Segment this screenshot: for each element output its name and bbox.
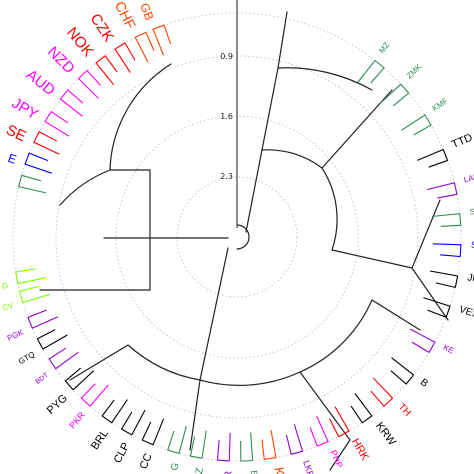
leaf-bracket xyxy=(33,131,60,155)
branch-left-arm xyxy=(59,63,172,206)
leaf-label: NZD xyxy=(44,43,78,77)
leaf-label: KRW xyxy=(373,420,398,448)
leaf-label: PYG xyxy=(45,392,70,417)
leaf-brackets xyxy=(15,24,462,462)
leaf-bracket xyxy=(390,357,415,385)
leaf-label: CV xyxy=(1,301,15,313)
leaf-bracket xyxy=(48,347,79,370)
leaf-bracket xyxy=(77,69,101,99)
leaf-label: CC xyxy=(138,452,155,471)
leaf-bracket xyxy=(189,430,207,459)
leaf-label: PGK xyxy=(6,327,26,342)
leaf-bracket xyxy=(240,432,254,462)
leaf-bracket xyxy=(329,406,350,438)
leaf-bracket xyxy=(357,59,385,84)
leaf-label: TTD xyxy=(450,132,474,151)
branch-lower-right xyxy=(299,299,421,471)
leaf-bracket xyxy=(309,415,329,447)
leaf-bracket xyxy=(409,328,436,354)
leaf-bracket xyxy=(44,110,70,137)
leaf-label: G xyxy=(169,461,182,472)
branch-lower xyxy=(69,247,351,451)
leaf-bracket xyxy=(261,429,277,460)
leaf-label: SYP xyxy=(471,240,474,251)
leaf-bracket xyxy=(80,383,109,407)
leaf-bracket xyxy=(423,297,451,319)
scale-ring-middle xyxy=(115,115,359,359)
leaf-label: DZ xyxy=(193,467,206,474)
leaf-label: JPY xyxy=(9,95,41,124)
root-arc xyxy=(236,224,250,250)
leaf-label: PKR xyxy=(67,410,87,431)
leaf-bracket xyxy=(379,83,410,107)
leaf-label: STD xyxy=(469,206,474,217)
scale-label-1-6: 1.6 xyxy=(220,112,233,121)
leaf-bracket xyxy=(216,432,231,462)
leaf-label: CLP xyxy=(112,441,133,466)
leaf-bracket xyxy=(167,426,187,455)
leaf-bracket xyxy=(285,424,304,455)
leaf-label: TH xyxy=(396,402,413,419)
leaf-label: KZT xyxy=(271,466,290,474)
leaf-bracket xyxy=(59,89,84,117)
leaf-bracket xyxy=(431,212,462,227)
branch-upper-right xyxy=(245,11,373,233)
tree-branches xyxy=(39,11,449,471)
leaf-bracket xyxy=(152,24,172,56)
leaf-label: MZ xyxy=(377,40,391,55)
leaf-label: LKR xyxy=(301,459,316,474)
leaf-label: G xyxy=(1,281,9,291)
leaf-label: HRK xyxy=(349,437,371,464)
leaf-label: GTQ xyxy=(17,350,37,366)
scale-label-2-3: 2.3 xyxy=(220,172,233,181)
scale-ring-leaf xyxy=(12,12,462,462)
branch-right xyxy=(321,89,449,321)
branch-upper-left xyxy=(39,169,229,291)
leaf-label: GB xyxy=(137,1,156,22)
leaf-label: BRL xyxy=(89,428,111,452)
leaf-bracket xyxy=(95,55,118,86)
leaf-bracket xyxy=(370,377,394,407)
leaf-bracket xyxy=(427,182,458,199)
leaf-bracket xyxy=(432,243,462,258)
leaf-label: IDR xyxy=(223,471,235,474)
leaf-label: KE xyxy=(442,343,456,356)
scale-label-0-9: 0.9 xyxy=(220,52,233,61)
leaf-label: AUD xyxy=(23,66,59,99)
leaf-bracket xyxy=(120,409,146,436)
leaf-label: BDT xyxy=(35,372,51,386)
leaf-bracket xyxy=(114,42,136,73)
leaf-bracket xyxy=(36,329,68,350)
leaf-bracket xyxy=(101,399,128,424)
leaf-label: KMF xyxy=(431,96,450,113)
leaf-label: B xyxy=(418,377,430,390)
scale-rings: 0.9 1.6 2.3 xyxy=(12,0,462,462)
leaf-label: EGP xyxy=(249,470,260,474)
leaf-bracket xyxy=(350,393,373,424)
leaf-label: LAK xyxy=(463,172,474,185)
leaf-bracket xyxy=(19,285,50,304)
scale-ring-inner xyxy=(176,176,298,298)
leaf-label: VES xyxy=(458,304,474,321)
leaf-bracket xyxy=(429,270,459,289)
leaf-bracket xyxy=(141,418,165,446)
leaf-bracket xyxy=(134,31,155,63)
leaf-label: CHF xyxy=(112,0,139,32)
leaf-label: ZMK xyxy=(405,62,424,81)
leaf-label: JMD xyxy=(466,272,474,286)
leaf-label: SE xyxy=(3,121,28,145)
leaf-label: CZK xyxy=(87,11,118,45)
leaf-bracket xyxy=(27,309,59,329)
leaf-bracket xyxy=(64,367,95,391)
leaf-bracket xyxy=(24,152,52,174)
leaf-bracket xyxy=(401,114,432,136)
leaf-bracket xyxy=(18,174,47,194)
leaf-label: E xyxy=(6,151,18,167)
leaf-bracket xyxy=(15,268,46,285)
leaf-bracket xyxy=(417,148,449,168)
